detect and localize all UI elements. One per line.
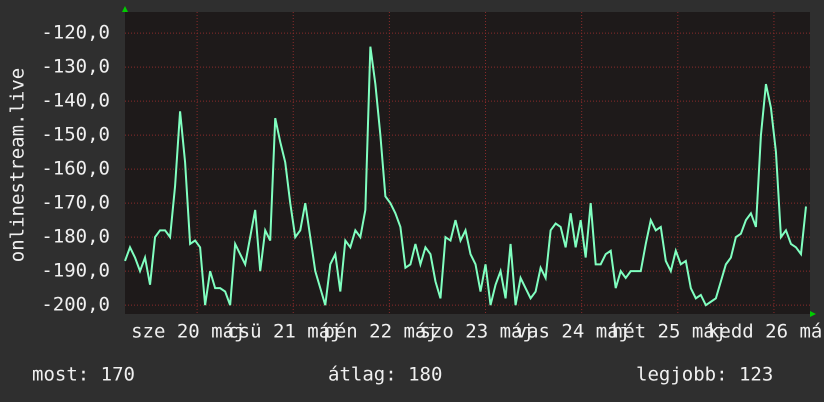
y-axis-label: onlinestream.live bbox=[7, 68, 29, 262]
data-line bbox=[124, 46, 807, 307]
y-tick-label: -170,0 bbox=[41, 192, 110, 214]
x-tick-label: csü 21 máj bbox=[227, 321, 341, 343]
axis-arrow bbox=[122, 6, 128, 12]
x-tick-label: szo 23 máj bbox=[420, 321, 534, 343]
stat: átlag: 180 bbox=[328, 364, 442, 386]
y-tick-label: -160,0 bbox=[41, 158, 110, 180]
plot-area bbox=[125, 12, 810, 314]
stat: most: 170 bbox=[32, 364, 135, 386]
stat: legjobb: 123 bbox=[636, 364, 773, 386]
axis-arrow bbox=[810, 311, 816, 317]
x-tick-label: pén 22 máj bbox=[323, 321, 437, 343]
y-tick-label: -190,0 bbox=[41, 260, 110, 282]
y-tick-label: -180,0 bbox=[41, 226, 110, 248]
x-tick-label: kedd 26 máj bbox=[708, 321, 824, 343]
x-tick-label: hét 25 máj bbox=[612, 321, 726, 343]
y-tick-label: -140,0 bbox=[41, 90, 110, 112]
x-tick-label: sze 20 máj bbox=[131, 321, 245, 343]
y-tick-label: -200,0 bbox=[41, 294, 110, 316]
y-tick-label: -120,0 bbox=[41, 22, 110, 44]
x-tick-label: vas 24 máj bbox=[516, 321, 630, 343]
y-tick-label: -150,0 bbox=[41, 124, 110, 146]
y-tick-label: -130,0 bbox=[41, 56, 110, 78]
